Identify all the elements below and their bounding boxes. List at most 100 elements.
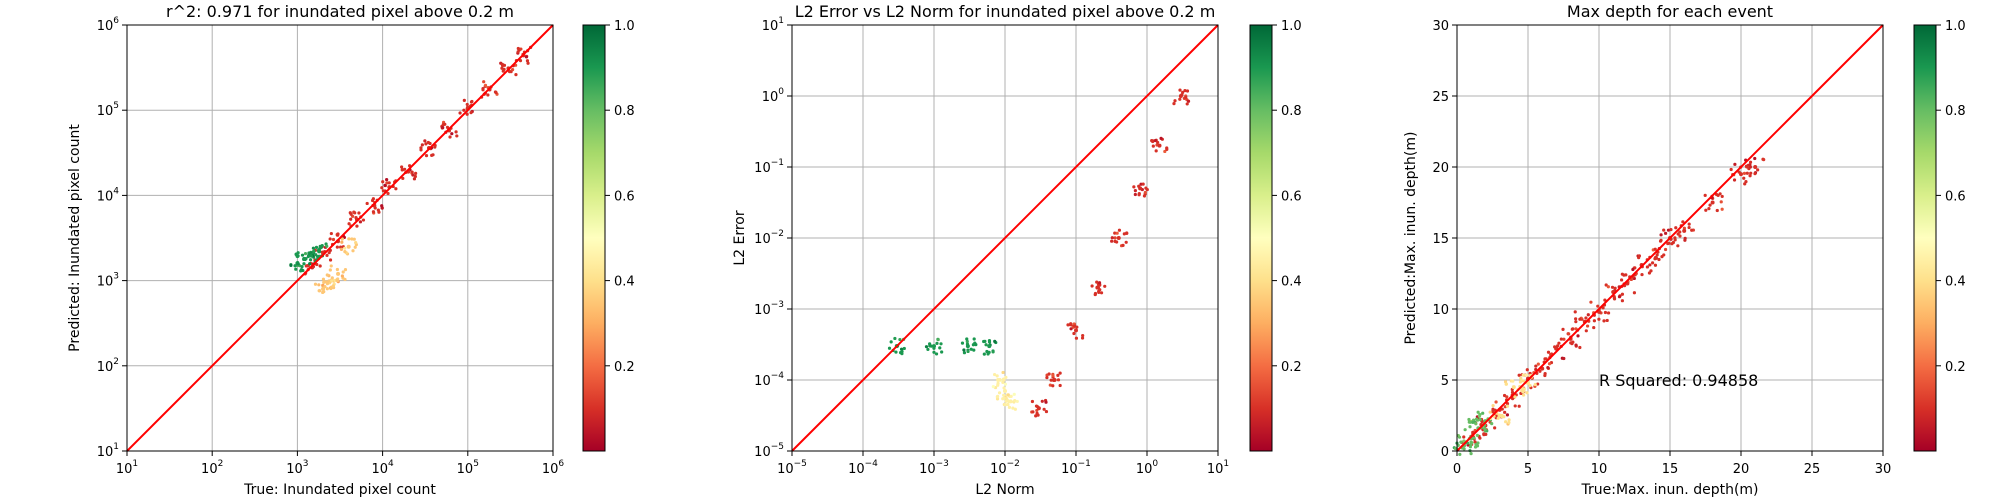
data-point	[1557, 341, 1561, 345]
data-point	[1640, 272, 1644, 277]
data-point	[1494, 400, 1498, 404]
y-tick-label: 10−1	[754, 158, 784, 176]
data-point	[1663, 247, 1668, 252]
data-point	[1507, 420, 1511, 425]
data-point	[1567, 332, 1571, 336]
data-point	[526, 61, 530, 65]
data-point	[1103, 284, 1107, 288]
data-point	[410, 170, 414, 174]
data-point	[1462, 439, 1466, 443]
data-point	[424, 154, 429, 158]
data-point	[1480, 420, 1484, 424]
data-point	[309, 254, 313, 258]
colorbar-tick-label: 0.2	[614, 360, 635, 375]
data-point	[1753, 165, 1758, 169]
reference-line-y-equals-x	[1456, 24, 1884, 452]
data-point	[1610, 285, 1615, 289]
data-point	[1647, 271, 1652, 275]
data-point	[965, 339, 969, 344]
data-point	[1662, 228, 1666, 232]
data-point	[430, 153, 434, 157]
data-point	[1604, 283, 1608, 287]
data-point	[329, 264, 333, 268]
y-tick-label: 20	[1432, 161, 1449, 176]
data-point	[1154, 149, 1158, 153]
colorbar-tick-label: 0.8	[1945, 104, 1966, 119]
data-point	[1097, 281, 1102, 285]
data-point	[1159, 136, 1163, 141]
data-point	[1006, 402, 1010, 407]
data-point	[1733, 162, 1737, 166]
data-point	[1743, 182, 1747, 186]
colorbar-tick-label: 0.8	[614, 104, 635, 119]
x-tick-label: 20	[1733, 462, 1750, 477]
data-point	[1004, 396, 1008, 400]
chart-panel-1: 101 102 103 104 105 106 101 102 103 104 105 106 r^2:…	[67, 2, 635, 498]
data-point	[349, 217, 353, 221]
data-point	[1681, 220, 1685, 224]
data-point	[1674, 226, 1678, 230]
x-tick-label: 10−5	[777, 459, 807, 477]
data-point	[321, 277, 326, 281]
data-point	[984, 343, 988, 347]
data-point	[387, 181, 391, 185]
data-point	[350, 237, 354, 241]
data-point	[1011, 406, 1015, 410]
colorbar-tick-label: 1.0	[614, 19, 635, 34]
data-point	[401, 176, 405, 180]
data-point	[420, 143, 424, 147]
data-point	[1543, 373, 1547, 378]
data-point	[340, 237, 344, 241]
data-point	[1008, 399, 1013, 404]
data-point	[1482, 432, 1486, 436]
data-point	[932, 344, 936, 349]
data-point	[1090, 284, 1094, 288]
data-point	[351, 249, 355, 253]
data-point	[1468, 420, 1472, 424]
x-tick-label: 106	[542, 459, 565, 477]
data-point	[501, 69, 505, 73]
data-point	[400, 168, 405, 172]
data-point	[893, 336, 897, 341]
data-point	[1002, 386, 1006, 390]
data-point	[1603, 298, 1607, 302]
data-point	[1462, 435, 1466, 439]
data-point	[991, 350, 995, 354]
data-point	[1163, 149, 1167, 154]
data-point	[341, 270, 345, 274]
data-point	[1544, 357, 1548, 361]
data-point	[1658, 239, 1663, 243]
data-point	[380, 186, 384, 190]
data-point	[330, 278, 334, 283]
data-point	[1049, 378, 1053, 382]
data-point	[1151, 144, 1155, 148]
data-point	[1125, 231, 1129, 236]
data-point	[1453, 446, 1457, 451]
data-point	[483, 83, 488, 87]
data-point	[1095, 285, 1100, 290]
data-point	[1592, 325, 1596, 330]
data-point	[1113, 236, 1117, 240]
data-point	[336, 232, 340, 236]
data-point	[1068, 323, 1073, 327]
data-point	[1141, 182, 1145, 186]
data-point	[1620, 299, 1625, 303]
data-point	[340, 274, 344, 278]
data-point	[1569, 341, 1573, 345]
data-point	[1143, 190, 1147, 195]
data-point	[524, 55, 529, 59]
data-point	[323, 284, 327, 289]
data-point	[1657, 257, 1661, 262]
colorbar-tick-label: 0.6	[1281, 189, 1302, 204]
data-point	[450, 132, 454, 136]
data-point	[1047, 372, 1051, 376]
r-squared-annotation: R Squared: 0.94858	[1599, 371, 1758, 390]
data-point	[1748, 160, 1753, 164]
data-point	[1004, 399, 1008, 403]
data-point	[1031, 410, 1035, 414]
data-point	[1519, 376, 1523, 380]
data-point	[1707, 207, 1711, 211]
x-tick-label: 0	[1453, 462, 1461, 477]
data-point	[1473, 440, 1477, 444]
data-point	[1739, 172, 1743, 177]
